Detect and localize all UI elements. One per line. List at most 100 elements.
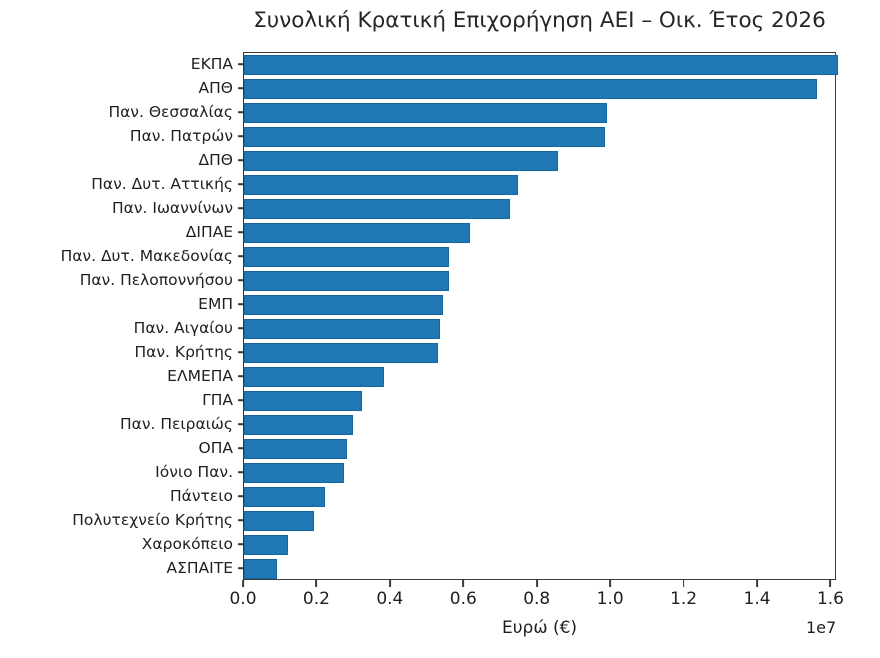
bar-row xyxy=(244,559,835,579)
y-axis-tick-mark xyxy=(237,87,244,89)
x-axis-tick-marks xyxy=(242,580,836,588)
x-axis-tick-mark xyxy=(388,580,391,587)
bar xyxy=(244,103,608,123)
plot-area xyxy=(243,52,839,580)
bar-row xyxy=(244,223,835,243)
y-axis-tick-label: ΓΠΑ xyxy=(202,391,233,409)
bar-row xyxy=(244,487,835,507)
bars-layer xyxy=(244,53,839,579)
y-axis-tick-mark xyxy=(237,63,244,65)
x-axis-tick-label: 0.0 xyxy=(229,589,257,609)
x-axis-tick-label: 1.4 xyxy=(743,589,771,609)
bar xyxy=(244,127,606,147)
bar xyxy=(244,391,362,411)
bar-row xyxy=(244,463,835,483)
y-axis-tick-label: ΕΜΠ xyxy=(198,295,233,313)
y-axis-tick-label: Πολυτεχνείο Κρήτης xyxy=(72,511,233,529)
bar xyxy=(244,463,344,483)
y-axis-tick-label: ΔΠΘ xyxy=(198,151,233,169)
x-axis-tick-mark xyxy=(535,580,538,587)
bar-row xyxy=(244,103,835,123)
bar-row xyxy=(244,391,835,411)
y-axis-tick-label: Παν. Δυτ. Μακεδονίας xyxy=(60,247,233,265)
y-axis-tick-mark xyxy=(237,495,244,497)
x-axis-tick-mark xyxy=(829,580,832,587)
x-axis-tick-label: 0.4 xyxy=(376,589,404,609)
y-axis-tick-mark xyxy=(237,399,244,401)
y-axis-tick-mark xyxy=(237,447,244,449)
x-axis-tick-label: 0.2 xyxy=(302,589,330,609)
bar xyxy=(244,295,443,315)
bar xyxy=(244,175,519,195)
x-axis-tick-label: 1.0 xyxy=(596,589,624,609)
x-axis-exponent-label: 1e7 xyxy=(806,618,837,637)
y-axis-tick-label: Παν. Κρήτης xyxy=(134,343,233,361)
y-axis-tick-mark xyxy=(237,567,244,569)
bar-row xyxy=(244,439,835,459)
bar-row xyxy=(244,247,835,267)
bar-row xyxy=(244,511,835,531)
y-axis-tick-mark xyxy=(237,111,244,113)
bar-row xyxy=(244,271,835,291)
y-axis-tick-label: Πάντειο xyxy=(170,487,233,505)
y-axis-tick-label: Παν. Πειραιώς xyxy=(119,415,233,433)
y-axis-tick-label: Χαροκόπειο xyxy=(141,535,233,553)
y-axis-tick-label: ΔΙΠΑΕ xyxy=(185,223,233,241)
bar xyxy=(244,511,314,531)
bar xyxy=(244,559,278,579)
y-axis-tick-mark xyxy=(237,543,244,545)
y-axis-tick-label: ΟΠΑ xyxy=(198,439,233,457)
bar-row xyxy=(244,79,835,99)
bar-row xyxy=(244,415,835,435)
y-axis-tick-labels: ΕΚΠΑ ΑΠΘ Παν. Θεσσαλίας Παν. Πατρών ΔΠΘ Παν. … xyxy=(0,52,233,580)
y-axis-tick-mark xyxy=(237,135,244,137)
y-axis-tick-label: Παν. Δυτ. Αττικής xyxy=(91,175,233,193)
y-axis-tick-label: Παν. Θεσσαλίας xyxy=(108,103,233,121)
y-axis-tick-mark xyxy=(237,519,244,521)
x-axis-tick-mark xyxy=(462,580,465,587)
bar xyxy=(244,367,384,387)
x-axis-tick-label: 1.6 xyxy=(816,589,845,609)
y-axis-tick-label: Παν. Πατρών xyxy=(129,127,233,145)
bar xyxy=(244,79,818,99)
y-axis-tick-mark xyxy=(237,207,244,209)
bar-row xyxy=(244,127,835,147)
y-axis-tick-label: Ιόνιο Παν. xyxy=(155,463,233,481)
y-axis-tick-mark xyxy=(237,351,244,353)
bar-row xyxy=(244,319,835,339)
x-axis-tick-labels: 0.0 0.2 0.4 0.6 0.8 1.0 1.2 1.4 1.6 xyxy=(229,589,844,613)
bar-row xyxy=(244,175,835,195)
y-axis-tick-label: ΑΠΘ xyxy=(198,79,233,97)
bar xyxy=(244,535,289,555)
bar xyxy=(244,439,348,459)
x-axis-tick-mark xyxy=(756,580,758,587)
x-axis-tick-label: 0.6 xyxy=(449,589,477,609)
bar xyxy=(244,271,450,291)
bar-row xyxy=(244,151,835,171)
bar-row xyxy=(244,343,835,363)
y-axis-tick-label: Παν. Ιωαννίνων xyxy=(111,199,233,217)
bar-row xyxy=(244,55,839,75)
chart-title: Συνολική Κρατική Επιχορήγηση ΑΕΙ – Οικ. … xyxy=(253,8,826,33)
y-axis-tick-mark xyxy=(237,303,244,305)
y-axis-tick-label: ΕΛΜΕΠΑ xyxy=(167,367,233,385)
bar-row xyxy=(244,295,835,315)
y-axis-tick-label: Παν. Πελοποννήσου xyxy=(79,271,233,289)
y-axis-tick-label: ΑΣΠΑΙΤΕ xyxy=(166,559,234,577)
x-axis-tick-mark xyxy=(609,580,612,587)
x-axis-label: Ευρώ (€) xyxy=(501,618,578,638)
bar xyxy=(244,415,354,435)
x-axis-tick-mark xyxy=(315,580,318,587)
bar xyxy=(244,247,450,267)
y-axis-tick-mark xyxy=(237,423,244,425)
x-axis-tick-label: 0.8 xyxy=(523,589,551,609)
y-axis-tick-mark xyxy=(237,471,244,473)
y-axis-tick-mark xyxy=(237,255,244,257)
bar xyxy=(244,343,439,363)
bar-row xyxy=(244,199,835,219)
bar xyxy=(244,199,511,219)
bar xyxy=(244,223,471,243)
y-axis-tick-mark xyxy=(237,327,244,329)
y-axis-tick-marks xyxy=(236,52,244,580)
bar xyxy=(244,55,839,75)
